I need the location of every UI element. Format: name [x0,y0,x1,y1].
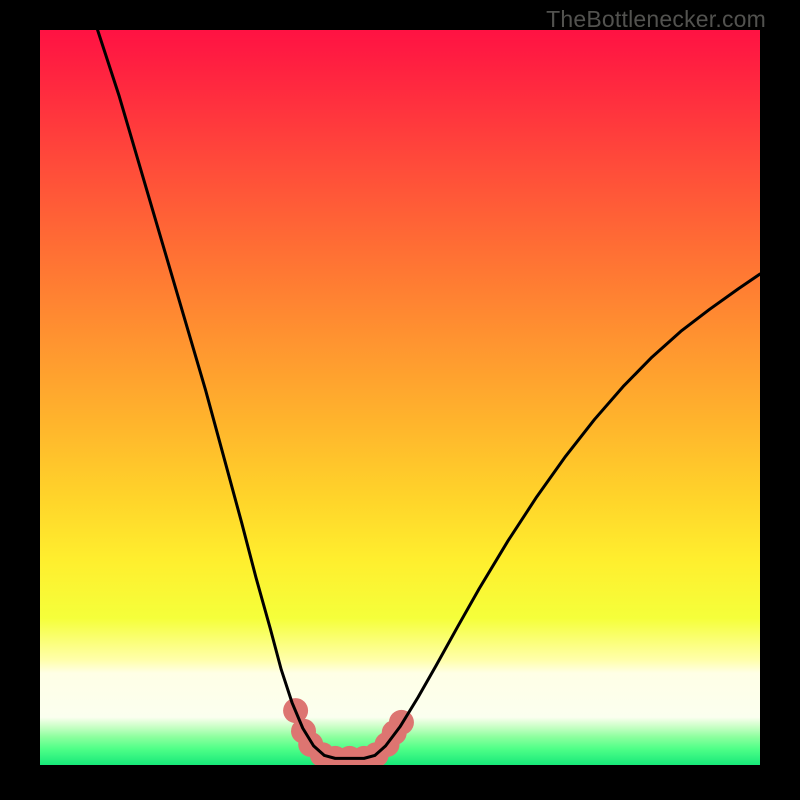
plot-background [40,30,760,765]
plot-area [40,30,760,765]
watermark-text: TheBottlenecker.com [546,6,766,33]
chart-stage: TheBottlenecker.com [0,0,800,800]
plot-svg [40,30,760,765]
